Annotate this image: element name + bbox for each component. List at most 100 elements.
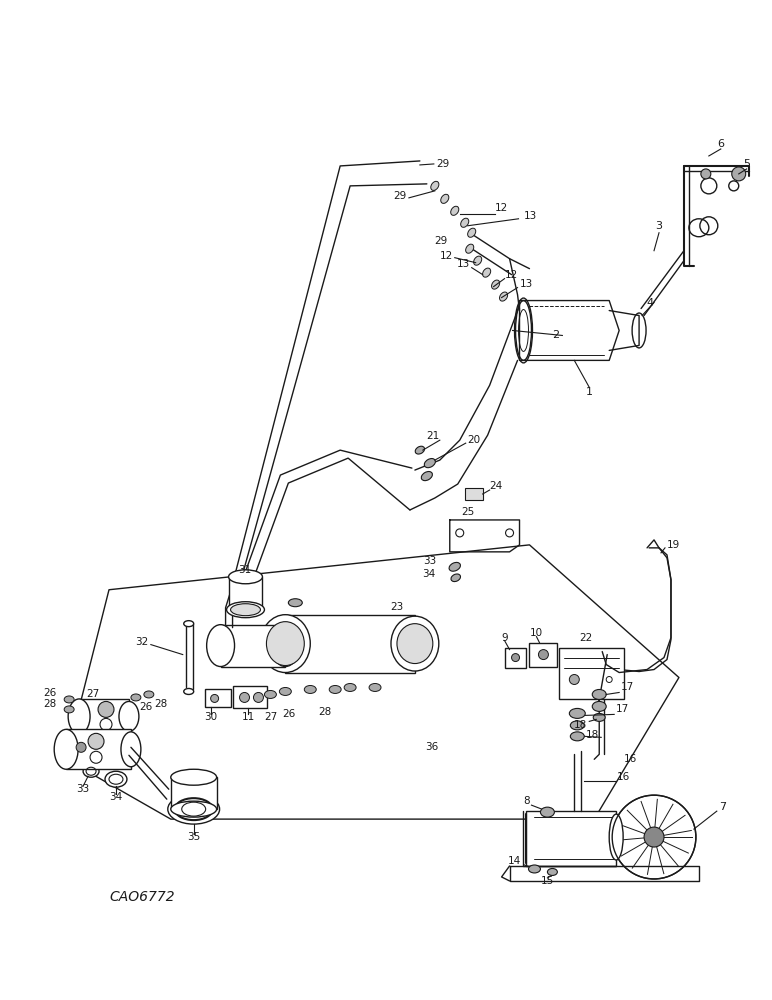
Ellipse shape xyxy=(265,690,276,698)
Ellipse shape xyxy=(547,868,557,875)
Bar xyxy=(229,577,262,610)
Ellipse shape xyxy=(449,562,460,571)
Ellipse shape xyxy=(304,685,317,693)
Text: 28: 28 xyxy=(43,699,56,709)
Ellipse shape xyxy=(105,771,127,787)
Text: 28: 28 xyxy=(319,707,332,717)
Ellipse shape xyxy=(121,732,141,767)
Bar xyxy=(286,615,415,673)
Circle shape xyxy=(569,675,579,684)
Ellipse shape xyxy=(266,622,304,666)
Text: 17: 17 xyxy=(616,704,629,714)
Text: 2: 2 xyxy=(552,330,560,340)
Text: 29: 29 xyxy=(436,159,449,169)
Ellipse shape xyxy=(571,721,584,730)
Bar xyxy=(66,729,131,769)
Circle shape xyxy=(253,692,263,702)
Text: 32: 32 xyxy=(136,637,149,647)
Text: 22: 22 xyxy=(579,633,593,643)
Ellipse shape xyxy=(168,794,219,824)
Text: 27: 27 xyxy=(86,689,100,699)
Ellipse shape xyxy=(171,801,217,817)
Ellipse shape xyxy=(466,244,474,253)
Text: 34: 34 xyxy=(422,569,436,579)
Ellipse shape xyxy=(441,194,449,203)
Text: 29: 29 xyxy=(435,236,448,246)
Ellipse shape xyxy=(54,729,78,769)
Ellipse shape xyxy=(499,292,508,301)
Ellipse shape xyxy=(272,625,300,667)
Circle shape xyxy=(512,654,520,662)
Ellipse shape xyxy=(68,699,90,734)
Text: 13: 13 xyxy=(520,279,533,289)
Text: 4: 4 xyxy=(647,298,654,308)
Text: 7: 7 xyxy=(719,802,726,812)
Ellipse shape xyxy=(289,599,303,607)
Text: 18: 18 xyxy=(586,730,599,740)
Text: 33: 33 xyxy=(76,784,90,794)
Ellipse shape xyxy=(540,807,554,817)
Text: 31: 31 xyxy=(239,565,252,575)
Ellipse shape xyxy=(131,694,141,701)
Text: 28: 28 xyxy=(154,699,168,709)
Text: 11: 11 xyxy=(242,712,255,722)
Ellipse shape xyxy=(207,625,235,667)
Ellipse shape xyxy=(609,814,623,860)
Ellipse shape xyxy=(119,701,139,731)
Ellipse shape xyxy=(451,574,460,582)
Text: 20: 20 xyxy=(468,435,481,445)
Text: 26: 26 xyxy=(139,702,153,712)
Ellipse shape xyxy=(593,713,605,721)
Text: 16: 16 xyxy=(624,754,638,764)
Ellipse shape xyxy=(369,683,381,691)
Ellipse shape xyxy=(415,446,425,454)
Text: 15: 15 xyxy=(541,876,554,886)
Ellipse shape xyxy=(571,732,584,741)
Ellipse shape xyxy=(260,615,310,673)
Ellipse shape xyxy=(391,616,438,671)
Ellipse shape xyxy=(231,604,260,616)
Ellipse shape xyxy=(279,687,291,695)
Ellipse shape xyxy=(482,268,491,277)
Text: 5: 5 xyxy=(743,159,750,169)
Bar xyxy=(221,625,286,667)
Text: 25: 25 xyxy=(462,507,475,517)
Circle shape xyxy=(538,650,548,660)
Circle shape xyxy=(239,692,249,702)
Ellipse shape xyxy=(144,691,154,698)
Text: 12: 12 xyxy=(505,270,518,280)
Text: 29: 29 xyxy=(394,191,407,201)
Circle shape xyxy=(612,795,696,879)
Circle shape xyxy=(701,169,711,179)
Bar xyxy=(530,643,557,667)
Circle shape xyxy=(644,827,664,847)
Ellipse shape xyxy=(492,280,499,289)
Circle shape xyxy=(732,167,746,181)
Bar xyxy=(465,488,482,500)
Text: 14: 14 xyxy=(508,856,522,866)
Bar xyxy=(505,648,527,668)
Bar xyxy=(527,811,616,866)
Text: 6: 6 xyxy=(717,139,724,149)
Ellipse shape xyxy=(226,602,265,618)
Ellipse shape xyxy=(64,696,74,703)
Text: 26: 26 xyxy=(43,688,56,698)
Text: 26: 26 xyxy=(283,709,296,719)
Text: 13: 13 xyxy=(456,259,469,269)
Ellipse shape xyxy=(397,624,433,664)
Text: 16: 16 xyxy=(617,772,631,782)
Text: 13: 13 xyxy=(523,211,537,221)
Ellipse shape xyxy=(431,181,438,190)
Ellipse shape xyxy=(592,701,606,711)
Ellipse shape xyxy=(569,708,585,718)
Bar xyxy=(79,699,129,734)
Text: 18: 18 xyxy=(574,720,587,730)
Ellipse shape xyxy=(468,228,476,237)
Ellipse shape xyxy=(83,765,99,777)
Ellipse shape xyxy=(184,688,194,694)
Circle shape xyxy=(76,742,86,752)
Ellipse shape xyxy=(64,706,74,713)
Text: 17: 17 xyxy=(621,682,635,692)
Text: 12: 12 xyxy=(439,251,452,261)
Text: CAO6772: CAO6772 xyxy=(109,890,174,904)
